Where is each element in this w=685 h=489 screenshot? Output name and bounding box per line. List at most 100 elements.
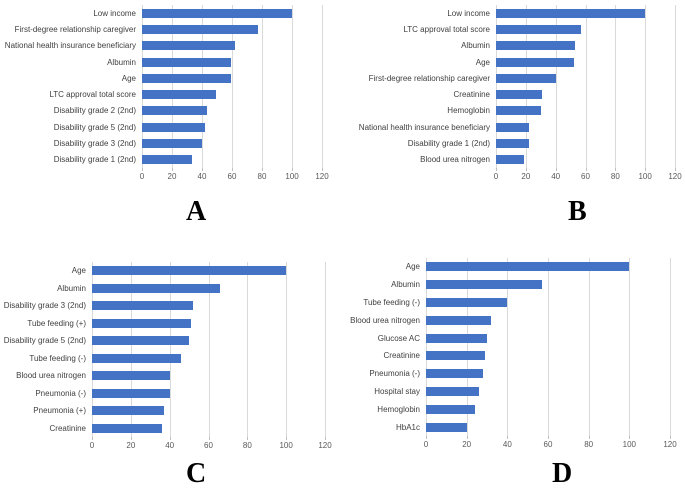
- bar-albumin: [142, 57, 231, 67]
- tick-mark-40: [555, 168, 557, 171]
- bar-row-age: [142, 70, 322, 86]
- gridline-40: [169, 262, 171, 437]
- bar-ltc-approval-total-score: [142, 90, 216, 100]
- category-label-age: Age: [405, 262, 420, 272]
- tick-label-40: 40: [502, 440, 512, 449]
- category-label-disability-grade-1-2nd: Disability grade 1 (2nd): [53, 155, 136, 165]
- bar-row-disability-grade-2-2nd: [142, 103, 322, 119]
- gridline-0: [426, 258, 427, 436]
- tick-mark-60: [232, 168, 233, 171]
- tick-label-80: 80: [257, 172, 267, 181]
- bar-row-first-degree-relationship-caregiver: [496, 70, 675, 86]
- bar-low-income: [142, 8, 292, 18]
- tick-mark-0: [142, 168, 143, 171]
- category-label-disability-grade-1-2nd: Disability grade 1 (2nd): [407, 139, 490, 149]
- bar-row-tube-feeding: [92, 350, 325, 368]
- gridline-100: [645, 5, 647, 168]
- gridline-80: [262, 5, 263, 168]
- bar-row-low-income: [142, 5, 322, 21]
- bar-row-disability-grade-3-2nd: [92, 297, 325, 315]
- tick-mark-20: [525, 168, 527, 171]
- bar-row-albumin: [142, 54, 322, 70]
- tick-label-0: 0: [493, 172, 499, 181]
- panel-c-chart: Age Albumin Disability grade 3 (2nd) Tube f…: [0, 262, 332, 453]
- tick-mark-40: [202, 168, 203, 171]
- bar-disability-grade-1-2nd: [142, 155, 192, 165]
- tick-label-100: 100: [622, 440, 637, 449]
- tick-label-80: 80: [584, 440, 594, 449]
- panel-a-chart-area: Low income First-degree relationship care…: [0, 5, 323, 168]
- gridline-40: [507, 258, 509, 436]
- category-label-national-health-insurance-beneficiary: National health insurance beneficiary: [358, 122, 490, 132]
- bar-row-tube-feeding: [426, 294, 670, 312]
- tick-mark-120: [325, 437, 326, 440]
- panel-c-letter: C: [186, 458, 207, 489]
- bar-tube-feeding: [92, 318, 192, 328]
- gridline-100: [629, 258, 631, 436]
- category-label-disability-grade-3-2nd: Disability grade 3 (2nd): [3, 301, 86, 311]
- gridline-100: [292, 5, 293, 168]
- bar-row-glucose-ac: [426, 329, 670, 347]
- bar-row-disability-grade-1-2nd: [496, 135, 675, 151]
- bar-blood-urea-nitrogen: [92, 371, 170, 381]
- gridline-20: [525, 5, 527, 168]
- bar-row-ltc-approval-total-score: [142, 86, 322, 102]
- tick-label-20: 20: [126, 441, 136, 450]
- category-label-tube-feeding: Tube feeding (-): [29, 353, 86, 363]
- gridline-60: [232, 5, 233, 168]
- bar-row-pneumonia: [92, 402, 325, 420]
- bar-age: [496, 57, 574, 67]
- category-label-age: Age: [71, 266, 86, 276]
- category-label-age: Age: [475, 57, 490, 67]
- bar-hemoglobin: [426, 404, 475, 414]
- category-label-age: Age: [121, 73, 136, 83]
- gridline-40: [202, 5, 203, 168]
- bar-disability-grade-5-2nd: [92, 336, 190, 346]
- bar-albumin: [496, 41, 576, 51]
- panel-d-category-axis: Age Albumin Tube feeding (-) Blood urea nit…: [334, 258, 426, 436]
- panel-c-plot-area: [92, 262, 326, 437]
- panel-b-category-axis: Low income LTC approval total score Albumi…: [354, 5, 496, 168]
- gridline-120: [675, 5, 676, 168]
- bar-hemoglobin: [496, 106, 541, 116]
- gridline-0: [142, 5, 143, 168]
- tick-label-20: 20: [167, 172, 177, 181]
- tick-mark-60: [585, 168, 587, 171]
- bar-national-health-insurance-beneficiary: [142, 41, 235, 51]
- tick-mark-40: [507, 436, 509, 439]
- category-label-ltc-approval-total-score: LTC approval total score: [403, 24, 490, 34]
- gridline-20: [466, 258, 468, 436]
- tick-mark-80: [588, 436, 590, 439]
- category-label-low-income: Low income: [447, 8, 490, 18]
- bar-disability-grade-3-2nd: [92, 301, 193, 311]
- tick-mark-100: [629, 436, 631, 439]
- tick-label-0: 0: [89, 441, 95, 450]
- category-label-albumin: Albumin: [391, 280, 420, 290]
- tick-label-80: 80: [242, 441, 252, 450]
- tick-mark-80: [262, 168, 263, 171]
- tick-mark-100: [292, 168, 293, 171]
- category-label-blood-urea-nitrogen: Blood urea nitrogen: [16, 371, 86, 381]
- bar-blood-urea-nitrogen: [496, 155, 525, 165]
- panel-b-chart: Low income LTC approval total score Albumi…: [354, 5, 682, 184]
- bar-pneumonia: [92, 388, 170, 398]
- panel-a-letter: A: [186, 196, 207, 227]
- bar-age: [426, 262, 630, 272]
- bar-tube-feeding: [426, 297, 508, 307]
- category-label-low-income: Low income: [93, 8, 136, 18]
- category-label-disability-grade-5-2nd: Disability grade 5 (2nd): [53, 122, 136, 132]
- bar-row-hba1c: [426, 418, 670, 436]
- bar-row-blood-urea-nitrogen: [92, 367, 325, 385]
- category-label-blood-urea-nitrogen: Blood urea nitrogen: [350, 315, 420, 325]
- category-label-hba1c: HbA1c: [395, 422, 420, 432]
- bar-creatinine: [426, 351, 485, 361]
- bar-pneumonia: [92, 406, 164, 416]
- category-label-ltc-approval-total-score: LTC approval total score: [49, 90, 136, 100]
- tick-mark-120: [675, 168, 676, 171]
- tick-mark-20: [466, 436, 468, 439]
- tick-label-40: 40: [165, 441, 175, 450]
- gridline-60: [548, 258, 549, 436]
- panel-b-letter: B: [568, 196, 587, 227]
- category-label-national-health-insurance-beneficiary: National health insurance beneficiary: [4, 41, 136, 51]
- panel-a-category-axis: Low income First-degree relationship care…: [0, 5, 142, 168]
